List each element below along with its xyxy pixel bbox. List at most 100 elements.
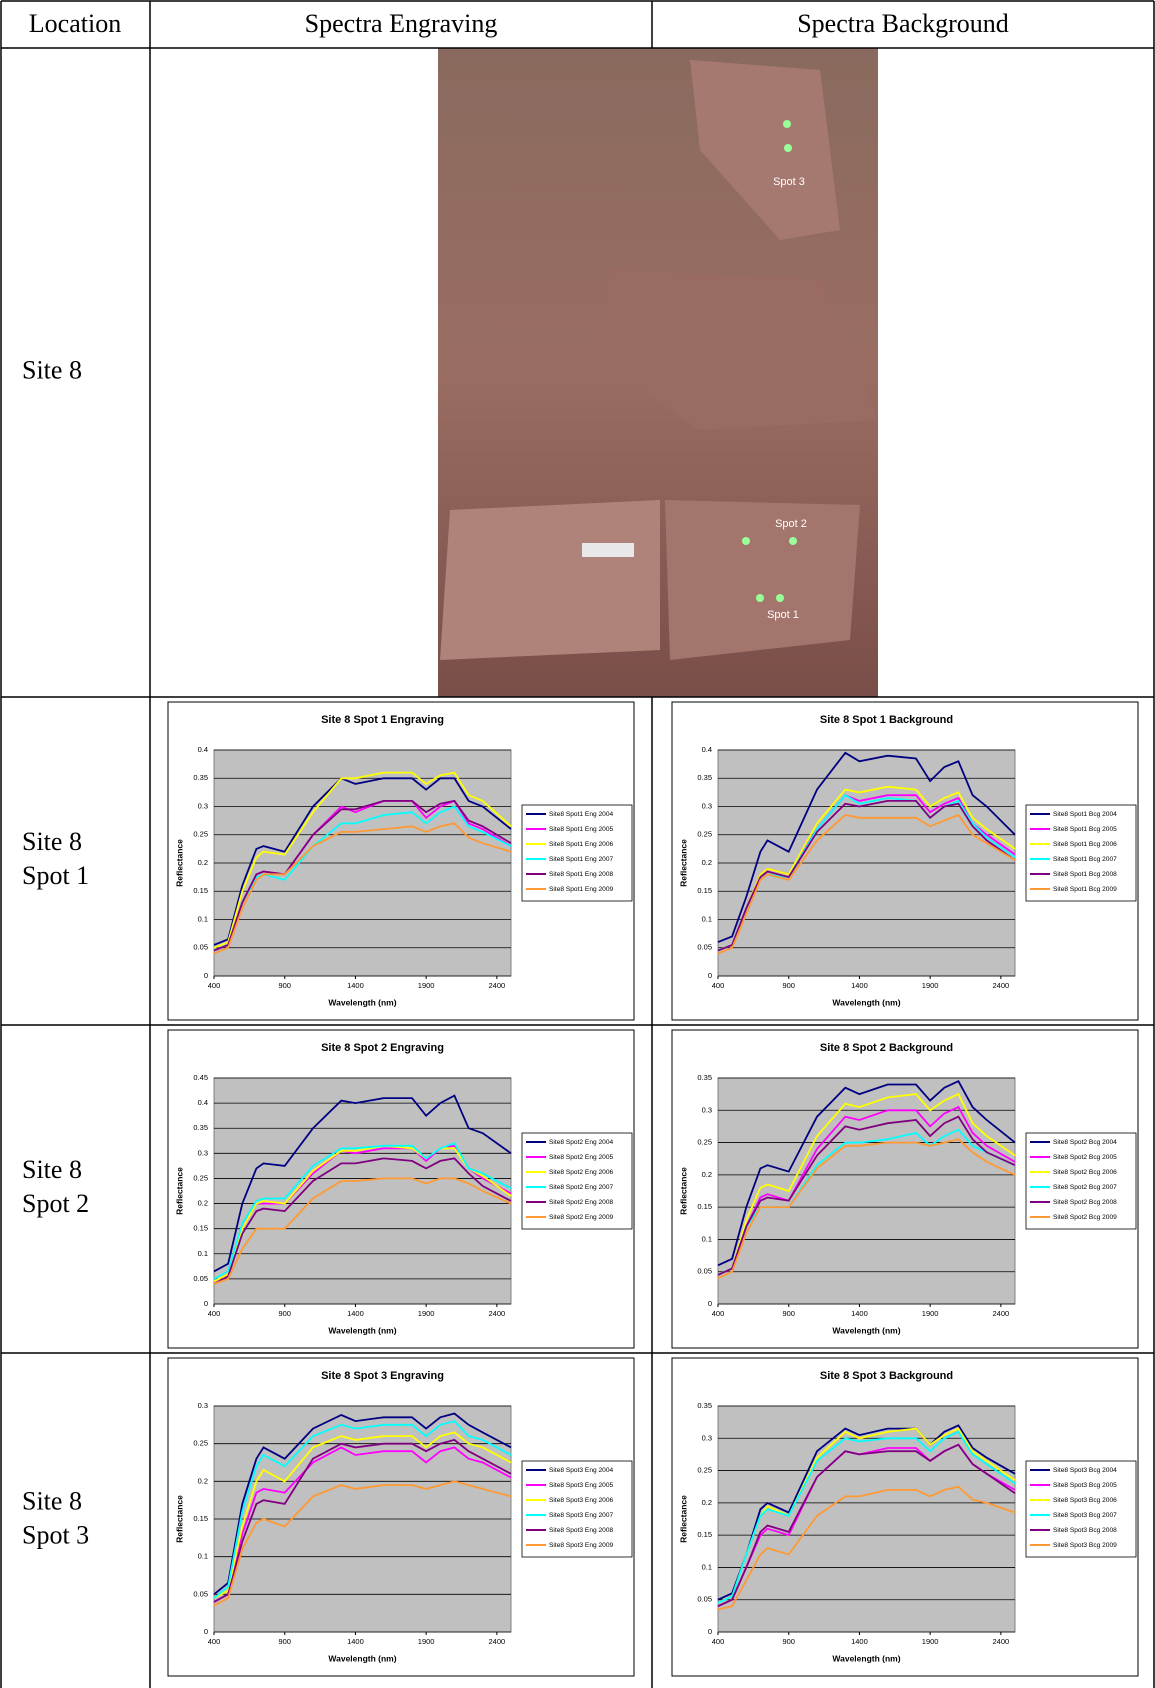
legend-label: Site8 Spot3 Bcg 2005 — [1053, 1482, 1117, 1489]
y-tick-label: 0.1 — [702, 1562, 712, 1571]
rock — [440, 500, 660, 660]
legend-label: Site8 Spot2 Bcg 2005 — [1053, 1154, 1117, 1161]
chart-title: Site 8 Spot 2 Background — [820, 1042, 953, 1054]
legend-label: Site8 Spot3 Bcg 2007 — [1053, 1512, 1117, 1519]
x-tick-label: 2400 — [993, 981, 1010, 990]
y-tick-label: 0 — [204, 1627, 208, 1636]
y-tick-label: 0.3 — [702, 1433, 712, 1442]
x-tick-label: 2400 — [993, 1637, 1010, 1646]
y-tick-label: 0.1 — [702, 914, 712, 923]
y-tick-label: 0.2 — [198, 1199, 208, 1208]
x-tick-label: 900 — [278, 1309, 291, 1318]
legend-label: Site8 Spot1 Eng 2009 — [549, 886, 613, 893]
y-tick-label: 0.15 — [193, 1224, 208, 1233]
legend-label: Site8 Spot2 Bcg 2006 — [1053, 1169, 1117, 1176]
y-tick-label: 0.3 — [198, 1401, 208, 1410]
chart: Site 8 Spot 1 Background00.050.10.150.20… — [672, 702, 1138, 1020]
x-tick-label: 900 — [782, 1309, 795, 1318]
legend-label: Site8 Spot1 Bcg 2005 — [1053, 826, 1117, 833]
plot-area — [214, 1078, 511, 1304]
legend-label: Site8 Spot3 Eng 2004 — [549, 1467, 613, 1474]
y-tick-label: 0.25 — [193, 830, 208, 839]
chart-title: Site 8 Spot 2 Engraving — [321, 1042, 444, 1054]
spot-marker — [789, 537, 797, 545]
y-tick-label: 0.3 — [702, 1105, 712, 1114]
y-tick-label: 0.2 — [702, 1498, 712, 1507]
y-tick-label: 0.35 — [697, 1401, 712, 1410]
x-tick-label: 2400 — [993, 1309, 1010, 1318]
rock — [665, 500, 860, 660]
location-label: Site 8 — [22, 1155, 82, 1184]
y-tick-label: 0.05 — [193, 943, 208, 952]
y-axis-label: Reflectance — [678, 1495, 688, 1543]
chart-title: Site 8 Spot 3 Background — [820, 1370, 953, 1382]
y-tick-label: 0.15 — [193, 886, 208, 895]
y-tick-label: 0.1 — [198, 914, 208, 923]
y-tick-label: 0.45 — [193, 1073, 208, 1082]
y-tick-label: 0.05 — [697, 1595, 712, 1604]
y-tick-label: 0 — [204, 1299, 208, 1308]
y-tick-label: 0.25 — [697, 830, 712, 839]
legend-label: Site8 Spot2 Eng 2009 — [549, 1214, 613, 1221]
page: Spot 3 Spot 2 Spot 1 Location Spectra En… — [0, 0, 1155, 1688]
chart: Site 8 Spot 2 Engraving 0 0.05 0.1 0.15 0.2 0.… — [168, 1030, 634, 1348]
spot-label: Spot 1 — [767, 609, 799, 621]
x-tick-label: 900 — [278, 981, 291, 990]
x-tick-label: 2400 — [489, 1637, 506, 1646]
y-axis-label: Reflectance — [174, 1495, 184, 1543]
x-tick-label: 1900 — [418, 1637, 435, 1646]
spot-label: Spot 3 — [773, 176, 805, 188]
legend-label: Site8 Spot3 Eng 2005 — [549, 1482, 613, 1489]
charts: Site 8 Spot 1 Engraving00.050.10.150.20.… — [168, 702, 1138, 1676]
y-tick-label: 0.25 — [697, 1466, 712, 1475]
x-tick-label: 1900 — [922, 1309, 939, 1318]
y-axis-label: Reflectance — [174, 1167, 184, 1215]
x-tick-label: 1900 — [418, 981, 435, 990]
y-tick-label: 0.3 — [702, 801, 712, 810]
spot-label: Spot 2 — [775, 518, 807, 530]
y-tick-label: 0.1 — [702, 1234, 712, 1243]
location-label: Spot 1 — [22, 861, 89, 890]
x-tick-label: 400 — [208, 1637, 221, 1646]
legend-label: Site8 Spot1 Bcg 2008 — [1053, 871, 1117, 878]
y-tick-label: 0.3 — [198, 1148, 208, 1157]
location-label: Spot 2 — [22, 1189, 89, 1218]
y-tick-label: 0.4 — [198, 1098, 208, 1107]
spot-marker — [783, 120, 791, 128]
x-tick-label: 1400 — [347, 1637, 364, 1646]
location-label: Site 8 — [22, 1486, 82, 1515]
legend-label: Site8 Spot2 Bcg 2004 — [1053, 1139, 1117, 1146]
spot-marker — [776, 594, 784, 602]
y-tick-label: 0.15 — [697, 1530, 712, 1539]
y-axis-label: Reflectance — [174, 839, 184, 887]
y-tick-label: 0.2 — [702, 1170, 712, 1179]
y-tick-label: 0.25 — [697, 1138, 712, 1147]
y-tick-label: 0.1 — [198, 1552, 208, 1561]
x-tick-label: 1900 — [418, 1309, 435, 1318]
x-axis-label: Wavelength (nm) — [832, 997, 900, 1007]
legend-label: Site8 Spot3 Bcg 2004 — [1053, 1467, 1117, 1474]
legend-label: Site8 Spot1 Eng 2006 — [549, 841, 613, 848]
y-tick-label: 0.25 — [193, 1173, 208, 1182]
legend-label: Site8 Spot1 Eng 2007 — [549, 856, 613, 863]
x-tick-label: 1900 — [922, 1637, 939, 1646]
x-tick-label: 1900 — [922, 981, 939, 990]
x-tick-label: 1400 — [347, 981, 364, 990]
y-tick-label: 0.4 — [702, 745, 712, 754]
y-tick-label: 0.3 — [198, 801, 208, 810]
y-axis-label: Reflectance — [678, 1167, 688, 1215]
legend-label: Site8 Spot1 Eng 2004 — [549, 811, 613, 818]
x-tick-label: 1400 — [347, 1309, 364, 1318]
y-tick-label: 0.1 — [198, 1249, 208, 1258]
header-cell: Spectra Engraving — [305, 9, 498, 38]
chart: Site 8 Spot 3 Background00.050.10.150.20… — [672, 1358, 1138, 1676]
x-tick-label: 400 — [712, 1637, 725, 1646]
x-tick-label: 1400 — [851, 1309, 868, 1318]
y-tick-label: 0.35 — [697, 773, 712, 782]
legend-label: Site8 Spot2 Bcg 2009 — [1053, 1214, 1117, 1221]
y-tick-label: 0 — [708, 971, 712, 980]
y-tick-label: 0.05 — [193, 1274, 208, 1283]
y-tick-label: 0.35 — [697, 1073, 712, 1082]
chart: Site 8 Spot 2 Background00.050.10.150.20… — [672, 1030, 1138, 1348]
x-tick-label: 900 — [782, 981, 795, 990]
